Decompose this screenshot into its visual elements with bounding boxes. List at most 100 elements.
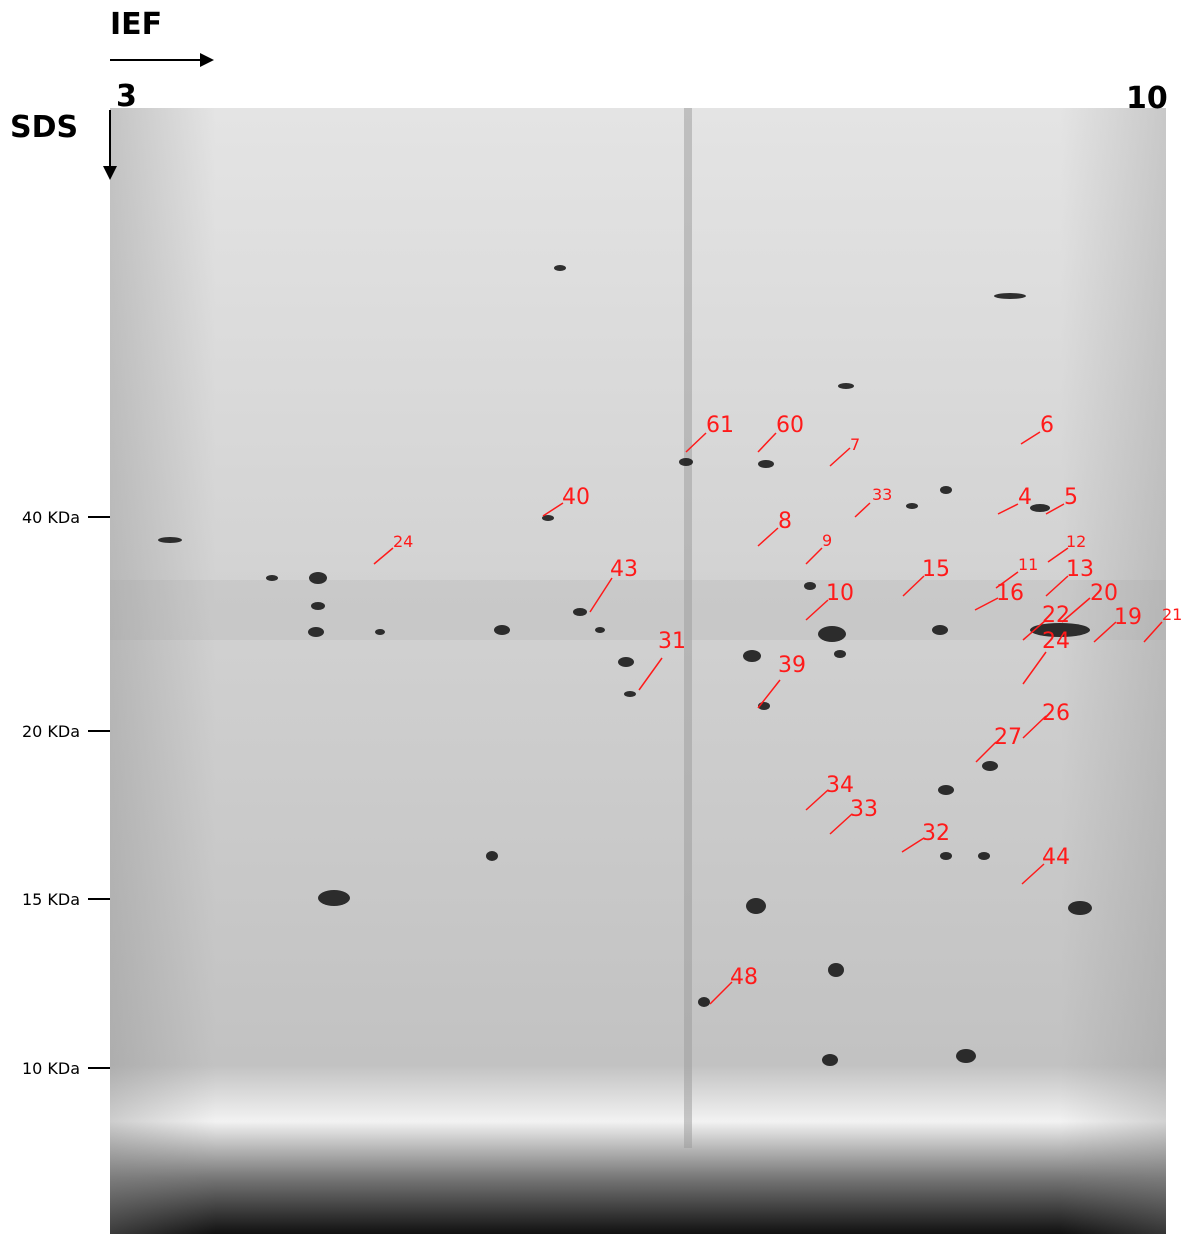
gel-spot xyxy=(158,537,182,543)
spot-label: 12 xyxy=(1066,532,1086,551)
spot-label: 20 xyxy=(1090,581,1118,606)
spot-label: 61 xyxy=(706,413,734,438)
gel-spot xyxy=(982,761,998,771)
axis-arrows xyxy=(103,53,214,180)
spot-pointer xyxy=(997,503,1019,515)
spot-label: 27 xyxy=(994,725,1022,750)
spot-label: 5 xyxy=(1064,485,1078,510)
gel-spot xyxy=(698,997,710,1007)
spot-pointer xyxy=(1021,863,1045,885)
spot-label: 6 xyxy=(1040,413,1054,438)
gel-spot xyxy=(318,890,350,906)
spot-label: 33 xyxy=(872,485,892,504)
spot-label: 15 xyxy=(922,557,950,582)
gel-spot xyxy=(266,575,278,581)
spot-pointer xyxy=(901,837,925,853)
gel-spot xyxy=(1030,623,1090,637)
spot-label: 60 xyxy=(776,413,804,438)
spot-pointer xyxy=(709,981,733,1005)
spot-label: 7 xyxy=(850,435,860,454)
spot-label: 31 xyxy=(658,629,686,654)
spot-pointer xyxy=(1020,431,1041,445)
gel-spot xyxy=(818,626,846,642)
gel-spot xyxy=(311,602,325,610)
spot-pointer xyxy=(757,679,781,709)
spot-label: 22 xyxy=(1042,603,1070,628)
spot-pointer xyxy=(805,599,829,621)
gel-spot xyxy=(828,963,844,977)
marker-label: 10 KDa xyxy=(22,1059,80,1078)
gel-spot xyxy=(940,852,952,860)
gel-spot xyxy=(554,265,566,271)
spot-label: 40 xyxy=(562,485,590,510)
gel-spot xyxy=(932,625,948,635)
spot-label: 24 xyxy=(1042,629,1070,654)
gel-spot xyxy=(309,572,327,584)
gel-spot xyxy=(375,629,385,635)
gel-spot xyxy=(978,852,990,860)
gel-spot xyxy=(542,515,554,521)
spot-label: 9 xyxy=(822,531,832,550)
spot-pointer xyxy=(1045,575,1069,597)
gel-spot xyxy=(573,608,587,616)
spot-pointer xyxy=(1143,621,1163,643)
spot-pointer xyxy=(805,547,823,565)
spot-pointer xyxy=(974,597,999,611)
spot-pointer xyxy=(1022,619,1047,641)
spot-pointer xyxy=(995,571,1019,589)
gel-spot xyxy=(743,650,761,662)
spot-label: 34 xyxy=(826,773,854,798)
marker-label: 20 KDa xyxy=(22,722,80,741)
spot-label: 24 xyxy=(393,532,413,551)
sds-label: SDS xyxy=(10,110,78,145)
gel-spot xyxy=(994,293,1026,299)
spot-pointer xyxy=(589,577,613,613)
spot-label: 32 xyxy=(922,821,950,846)
spot-label: 8 xyxy=(778,509,792,534)
spot-label: 33 xyxy=(850,797,878,822)
gel-spot xyxy=(758,460,774,468)
gel-spot xyxy=(1030,504,1050,512)
spot-pointer xyxy=(975,741,997,763)
gel-spot xyxy=(940,486,952,494)
spot-pointer xyxy=(1045,503,1065,515)
spot-pointer xyxy=(638,657,663,691)
spot-pointer xyxy=(757,527,779,547)
gel-spot xyxy=(679,458,693,466)
spot-label: 10 xyxy=(826,581,854,606)
spot-pointer xyxy=(1047,547,1069,563)
spot-label: 44 xyxy=(1042,845,1070,870)
spot-pointer xyxy=(805,789,829,811)
gel-spot xyxy=(834,650,846,658)
spot-label: 19 xyxy=(1114,605,1142,630)
spot-label: 11 xyxy=(1018,555,1038,574)
gel-spot xyxy=(1068,901,1092,915)
gel-spot xyxy=(938,785,954,795)
spot-label: 26 xyxy=(1042,701,1070,726)
spot-label: 21 xyxy=(1162,605,1182,624)
spot-label: 48 xyxy=(730,965,758,990)
spot-pointer xyxy=(373,547,394,565)
gel-spot xyxy=(956,1049,976,1063)
spot-pointer xyxy=(1061,597,1091,623)
ph-end: 10 xyxy=(1126,81,1168,116)
gel-spot xyxy=(595,627,605,633)
marker-label: 40 KDa xyxy=(22,508,80,527)
marker-label: 15 KDa xyxy=(22,890,80,909)
spot-label: 43 xyxy=(610,557,638,582)
gel-spot xyxy=(838,383,854,389)
spot-pointer xyxy=(902,575,925,597)
spot-pointer xyxy=(854,502,871,518)
spot-pointer xyxy=(1022,651,1047,685)
spot-pointer xyxy=(757,432,777,453)
gel-image xyxy=(110,108,1166,1234)
gel-spot xyxy=(618,657,634,667)
gel-spot xyxy=(822,1054,838,1066)
spot-pointer xyxy=(1093,621,1117,643)
gel-spot xyxy=(494,625,510,635)
ief-label: IEF xyxy=(110,7,162,42)
spot-pointer xyxy=(829,813,853,835)
gel-spot xyxy=(746,898,766,914)
gel-spot xyxy=(804,582,816,590)
